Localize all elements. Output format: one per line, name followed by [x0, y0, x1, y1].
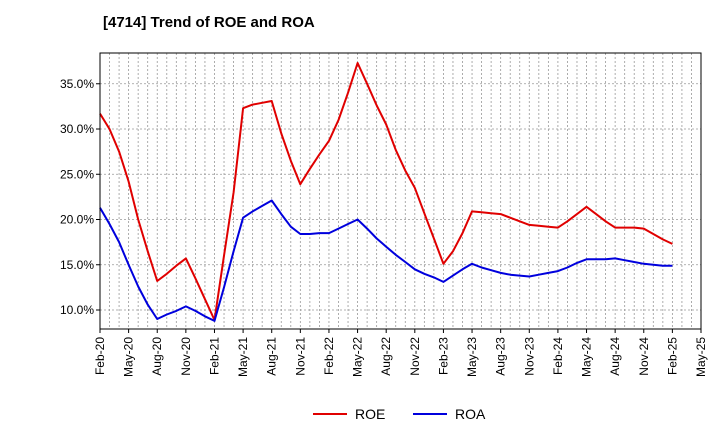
grid-lines [100, 53, 701, 329]
y-tick-label: 20.0% [60, 213, 94, 227]
legend: ROE ROA [313, 406, 486, 422]
x-tick-label: Feb-23 [436, 337, 450, 375]
series-lines [99, 62, 673, 322]
y-axis: 10.0% 15.0% 20.0% 25.0% 30.0% 35.0% [60, 77, 100, 317]
y-tick-label: 35.0% [60, 77, 94, 91]
x-tick-label: Aug-23 [494, 337, 508, 376]
plot-border [99, 52, 702, 330]
x-tick-label: May-20 [122, 337, 136, 377]
x-tick-label: Feb-22 [322, 337, 336, 375]
x-tick-label: Aug-24 [608, 337, 622, 376]
x-tick-label: Nov-24 [637, 337, 651, 376]
x-tick-label: Feb-20 [93, 337, 107, 375]
x-tick-label: Nov-23 [522, 337, 536, 376]
y-tick-label: 10.0% [60, 303, 94, 317]
x-axis: Feb-20 May-20 Aug-20 Nov-20 Feb-21 May-21 Aug-… [93, 329, 708, 377]
x-tick-label: Feb-21 [207, 337, 221, 375]
x-tick-label: Nov-20 [179, 337, 193, 376]
legend-label-roa: ROA [455, 406, 486, 422]
x-tick-label: Nov-21 [293, 337, 307, 376]
x-tick-label: Feb-25 [665, 337, 679, 375]
x-tick-label: May-21 [236, 337, 250, 377]
x-tick-label: May-22 [351, 337, 365, 377]
series-line-roe [99, 62, 673, 321]
x-tick-label: Aug-20 [150, 337, 164, 376]
series-line-roa [99, 199, 673, 322]
y-tick-label: 25.0% [60, 167, 94, 181]
chart-title: [4714] Trend of ROE and ROA [103, 14, 315, 31]
x-tick-label: May-25 [694, 337, 708, 377]
x-tick-label: Nov-22 [408, 337, 422, 376]
x-tick-label: Feb-24 [551, 337, 565, 375]
y-tick-label: 15.0% [60, 258, 94, 272]
x-tick-label: Aug-21 [265, 337, 279, 376]
legend-label-roe: ROE [355, 406, 385, 422]
plot-background [100, 53, 701, 329]
x-tick-label: May-23 [465, 337, 479, 377]
x-tick-label: May-24 [580, 337, 594, 377]
y-tick-label: 30.0% [60, 122, 94, 136]
x-tick-label: Aug-22 [379, 337, 393, 376]
